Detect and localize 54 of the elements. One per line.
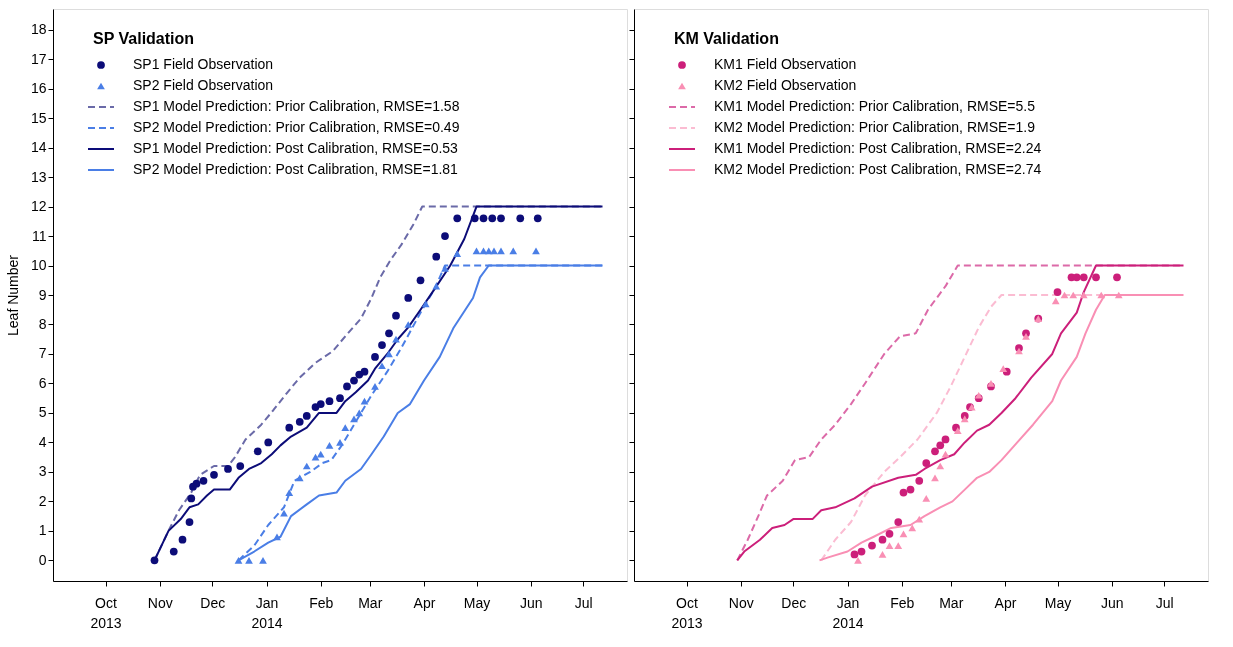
y-tick-label: 17 xyxy=(30,50,47,67)
legend-label: SP1 Model Prediction: Prior Calibration, RMSE=1.58 xyxy=(133,98,460,114)
x-tick-label: Oct 2013 xyxy=(90,594,122,631)
x-tick-label: Jul xyxy=(1155,594,1174,611)
x-tick-label: Nov xyxy=(147,594,173,611)
y-tick-label: 4 xyxy=(38,433,47,450)
legend-title: KM Validation xyxy=(674,30,779,47)
y-tick-label: 18 xyxy=(30,21,47,38)
x-tick-label: Jun xyxy=(1100,594,1124,611)
y-tick-label: 1 xyxy=(38,522,47,539)
y-tick-label: 6 xyxy=(38,374,47,391)
y-axis-title: Leaf Number xyxy=(4,254,21,336)
legend-title: SP Validation xyxy=(93,30,195,47)
y-tick-label: 8 xyxy=(38,315,47,332)
legend-label: SP1 Model Prediction: Post Calibration, RMSE=0.53 xyxy=(133,140,459,156)
legend-label: SP2 Model Prediction: Post Calibration, RMSE=1.81 xyxy=(133,161,459,177)
x-tick-label: Apr xyxy=(413,594,436,611)
y-tick-label: 2 xyxy=(38,492,47,509)
legend-label: SP2 Model Prediction: Prior Calibration, RMSE=0.49 xyxy=(133,119,460,135)
x-tick-label: Apr xyxy=(994,594,1017,611)
legend-label: SP1 Field Observation xyxy=(133,56,274,72)
x-tick-label: Jan 2014 xyxy=(832,594,864,631)
legend-label: SP2 Field Observation xyxy=(133,77,274,93)
x-tick-label: Jan 2014 xyxy=(251,594,283,631)
legend-label: KM2 Field Observation xyxy=(714,77,857,93)
x-tick-label: May xyxy=(463,594,491,611)
legend-label: KM2 Model Prediction: Post Calibration, RMSE=2.74 xyxy=(714,161,1042,177)
x-tick-label: Nov xyxy=(728,594,754,611)
x-tick-label: Jun xyxy=(519,594,543,611)
x-tick-label: Mar xyxy=(939,594,964,611)
y-tick-label: 13 xyxy=(30,168,47,185)
y-tick-label: 3 xyxy=(38,463,47,480)
x-tick-label: Feb xyxy=(309,594,334,611)
x-tick-label: Dec xyxy=(200,594,226,611)
y-tick-label: 16 xyxy=(30,80,47,97)
legend-label: KM1 Model Prediction: Prior Calibration, RMSE=5.5 xyxy=(714,98,1036,114)
x-tick-label: Feb xyxy=(890,594,915,611)
y-tick-label: 0 xyxy=(38,551,47,568)
y-tick-label: 14 xyxy=(30,139,47,156)
legend-label: KM1 Field Observation xyxy=(714,56,857,72)
y-tick-label: 5 xyxy=(38,404,47,421)
x-tick-label: Jul xyxy=(574,594,593,611)
x-tick-label: Oct 2013 xyxy=(671,594,703,631)
y-tick-label: 12 xyxy=(30,198,47,215)
y-tick-label: 15 xyxy=(30,109,47,126)
y-tick-label: 11 xyxy=(31,227,47,244)
x-tick-label: Mar xyxy=(358,594,383,611)
x-tick-label: May xyxy=(1044,594,1072,611)
y-tick-label: 10 xyxy=(30,257,47,274)
x-tick-label: Dec xyxy=(781,594,807,611)
y-tick-label: 7 xyxy=(38,345,47,362)
y-tick-label: 9 xyxy=(38,286,47,303)
legend-label: KM1 Model Prediction: Post Calibration, RMSE=2.24 xyxy=(714,140,1042,156)
legend-label: KM2 Model Prediction: Prior Calibration, RMSE=1.9 xyxy=(714,119,1036,135)
